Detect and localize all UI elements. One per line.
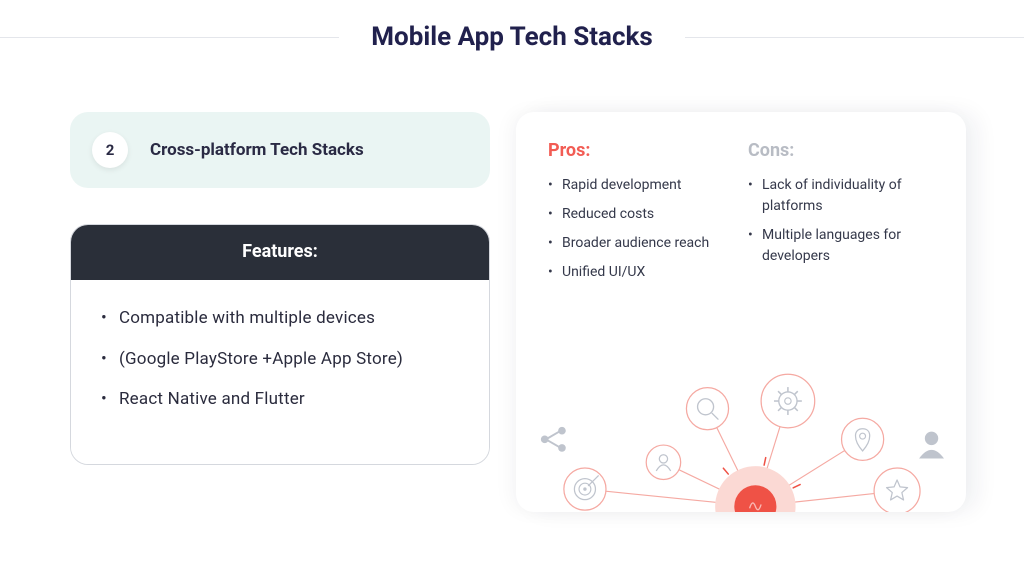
- cons-column: Cons: Lack of individuality of platforms…: [748, 140, 938, 291]
- section-number-badge: 2: [92, 132, 128, 168]
- features-item: Compatible with multiple devices: [101, 306, 459, 331]
- search-icon-circle: [686, 388, 728, 430]
- cons-list: Lack of individuality of platforms Multi…: [748, 175, 938, 267]
- share-icon: [541, 427, 566, 452]
- header: Mobile App Tech Stacks: [0, 0, 1024, 52]
- features-item: (Google PlayStore +Apple App Store): [101, 347, 459, 372]
- cons-item: Multiple languages for developers: [748, 225, 938, 267]
- person-icon: [919, 432, 944, 459]
- features-list: Compatible with multiple devices (Google…: [101, 306, 459, 412]
- page-title: Mobile App Tech Stacks: [339, 22, 684, 52]
- star-icon-circle: [874, 468, 920, 512]
- pros-list: Rapid development Reduced costs Broader …: [548, 175, 738, 283]
- pros-item: Unified UI/UX: [548, 262, 738, 283]
- features-item: React Native and Flutter: [101, 387, 459, 412]
- left-column: 2 Cross-platform Tech Stacks Features: C…: [70, 112, 490, 512]
- gear-icon-circle: [761, 374, 815, 428]
- rule-left: [0, 37, 339, 38]
- pros-item: Rapid development: [548, 175, 738, 196]
- pros-heading: Pros:: [548, 140, 738, 161]
- features-card: Features: Compatible with multiple devic…: [70, 224, 490, 465]
- pros-item: Broader audience reach: [548, 233, 738, 254]
- pros-cons-card: Pros: Rapid development Reduced costs Br…: [516, 112, 966, 512]
- user-icon-circle: [646, 445, 680, 479]
- features-body: Compatible with multiple devices (Google…: [71, 280, 489, 464]
- features-header: Features:: [71, 225, 489, 280]
- section-label: Cross-platform Tech Stacks: [150, 140, 364, 160]
- section-pill: 2 Cross-platform Tech Stacks: [70, 112, 490, 188]
- cons-item: Lack of individuality of platforms: [748, 175, 938, 217]
- rule-right: [685, 37, 1024, 38]
- idea-graphic: [516, 324, 966, 512]
- idea-graphic-svg: [516, 324, 966, 512]
- cons-heading: Cons:: [748, 140, 938, 161]
- pros-cons-row: Pros: Rapid development Reduced costs Br…: [548, 140, 938, 291]
- pros-item: Reduced costs: [548, 204, 738, 225]
- content-row: 2 Cross-platform Tech Stacks Features: C…: [0, 52, 1024, 512]
- pros-column: Pros: Rapid development Reduced costs Br…: [548, 140, 738, 291]
